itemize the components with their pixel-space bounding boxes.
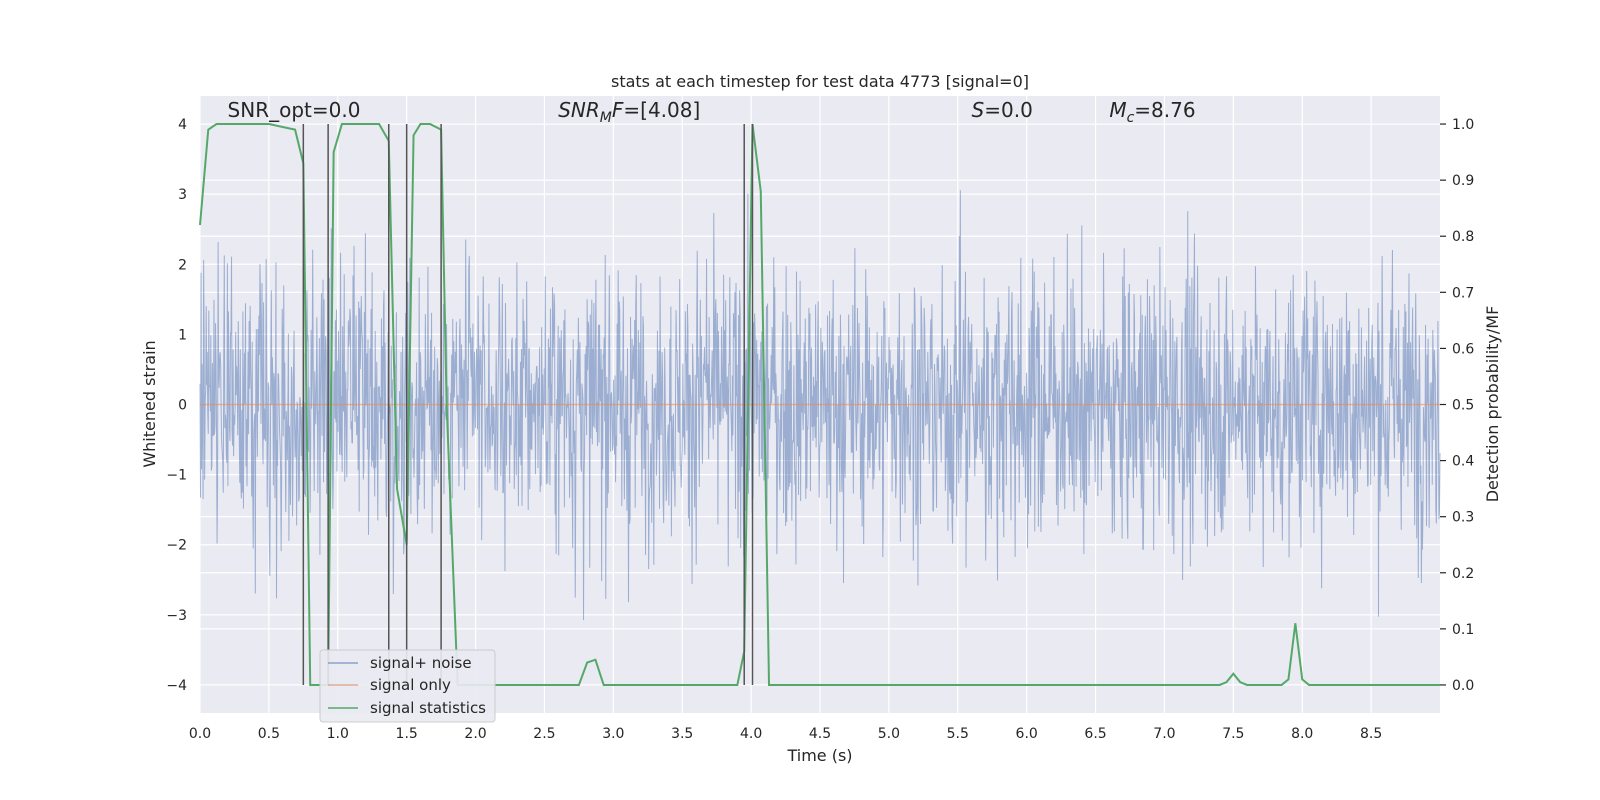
y-right-tick-label-8: 0.8 (1452, 229, 1474, 245)
x-tick-label-5: 2.5 (533, 726, 555, 742)
chart-title: stats at each timestep for test data 477… (611, 72, 1029, 91)
y-right-tick-label-4: 0.4 (1452, 454, 1474, 470)
annotation-mc-value: Mc=8.76 (1109, 98, 1195, 126)
x-tick-label-10: 5.0 (878, 726, 900, 742)
x-tick-label-0: 0.0 (189, 726, 211, 742)
x-axis-label: Time (s) (786, 746, 852, 765)
vertical-markers (302, 124, 754, 685)
x-tick-label-13: 6.5 (1084, 726, 1106, 742)
x-tick-label-14: 7.0 (1153, 726, 1175, 742)
signal-statistics-line (199, 123, 1440, 686)
legend-box (319, 649, 496, 723)
annotation-s-value: S=0.0 (972, 98, 1033, 122)
x-tick-label-4: 2.0 (464, 726, 486, 742)
x-tick-label-1: 0.5 (258, 726, 280, 742)
y-right-tick-label-3: 0.3 (1452, 510, 1474, 526)
x-tick-label-9: 4.5 (809, 726, 831, 742)
x-tick-label-12: 6.0 (1016, 726, 1038, 742)
x-tick-label-3: 1.5 (396, 726, 418, 742)
y-left-tick-label-4: 0 (178, 398, 187, 414)
legend-label-signal-statistics: signal statistics (370, 699, 486, 717)
legend-label-signal-noise: signal+ noise (370, 654, 472, 672)
y-right-tick-label-2: 0.2 (1452, 566, 1474, 582)
y-right-tick-label-0: 0.0 (1452, 678, 1474, 694)
x-tick-label-6: 3.0 (602, 726, 624, 742)
legend: signal+ noise signal only signal statist… (319, 649, 496, 723)
y-left-tick-label-6: 2 (178, 257, 187, 273)
x-tick-label-15: 7.5 (1222, 726, 1244, 742)
y-left-tick-label-8: 4 (178, 117, 187, 133)
annotation-snr-mf: SNRMF=[4.08] (558, 98, 700, 126)
y-left-tick-label-2: −2 (166, 538, 187, 554)
x-tick-label-11: 5.5 (947, 726, 969, 742)
y-left-tick-label-1: −3 (166, 608, 187, 624)
y-right-tick-label-7: 0.7 (1452, 285, 1474, 301)
x-tick-label-8: 4.0 (740, 726, 762, 742)
x-tick-label-17: 8.5 (1360, 726, 1382, 742)
x-tick-label-2: 1.0 (327, 726, 349, 742)
x-tick-label-16: 8.0 (1291, 726, 1313, 742)
y-axis-left-ticks: −4 −3 −2 −1 0 1 2 3 4 (166, 117, 187, 694)
y-right-tick-label-10: 1.0 (1452, 117, 1474, 133)
y-left-tick-label-0: −4 (166, 678, 187, 694)
y-left-tick-label-7: 3 (178, 187, 187, 203)
legend-label-signal-only: signal only (370, 676, 451, 694)
x-axis-ticks: 0.0 0.5 1.0 1.5 2.0 2.5 3.0 3.5 4.0 4.5 5.0 5.5 6.0 6… (189, 726, 1382, 742)
y-axis-right-label: Detection probability/MF (1483, 306, 1502, 503)
y-right-tick-label-5: 0.5 (1452, 398, 1474, 414)
annotations: SNR_opt=0.0 SNRMF=[4.08] S=0.0 Mc=8.76 (228, 98, 1196, 126)
x-tick-label-7: 3.5 (671, 726, 693, 742)
y-left-tick-label-3: −1 (166, 468, 187, 484)
signal-statistics-series (199, 123, 1440, 686)
y-right-tick-label-1: 0.1 (1452, 622, 1474, 638)
y-left-tick-label-5: 1 (178, 327, 187, 343)
annotation-snr-opt: SNR_opt=0.0 (228, 98, 361, 122)
y-right-tick-label-9: 0.9 (1452, 173, 1474, 189)
y-right-tick-label-6: 0.6 (1452, 341, 1474, 357)
y-axis-right-ticks: 0.0 0.1 0.2 0.3 0.4 0.5 0.6 0.7 0.8 0.9 1.0 (1440, 117, 1474, 694)
y-axis-left-label: Whitened strain (140, 340, 159, 467)
